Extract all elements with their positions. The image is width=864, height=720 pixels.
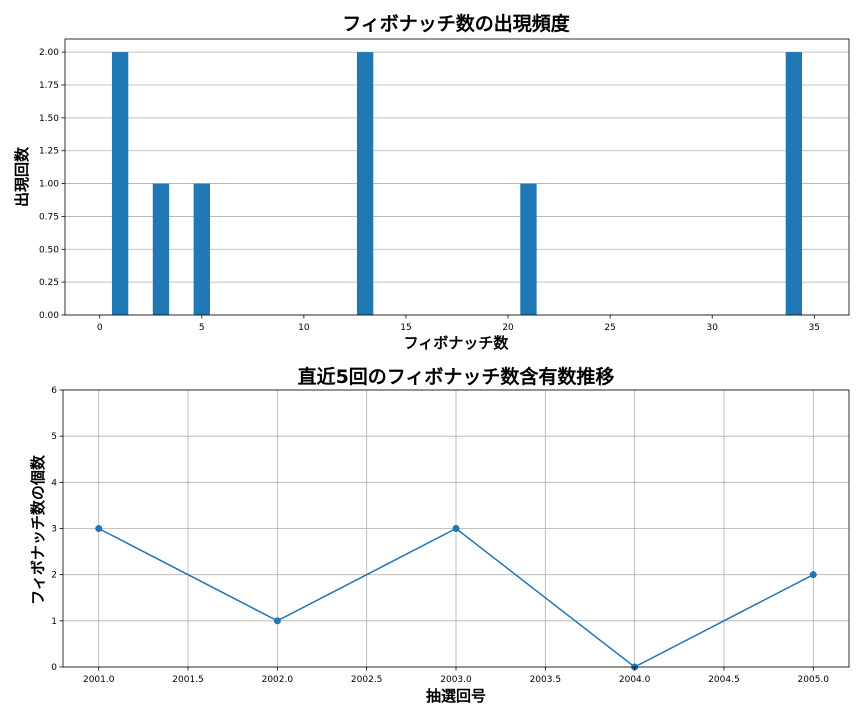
chart2-y-tick-label: 6 xyxy=(51,386,57,396)
chart2-x-tick-label: 2003.0 xyxy=(440,675,472,685)
chart2-y-tick-label: 4 xyxy=(51,478,57,488)
chart2-y-tick-label: 3 xyxy=(51,525,57,535)
chart1-bar xyxy=(520,183,537,315)
frequency-bar-chart: フィボナッチ数の出現頻度 0 5 10 15 20 25 30 35 0.00 0.25 0.50… xyxy=(13,12,850,352)
chart2-x-tick-label: 2001.5 xyxy=(172,675,204,685)
chart2-data-point xyxy=(273,617,281,625)
chart1-bar xyxy=(785,52,803,316)
chart1-y-tick-label: 1.00 xyxy=(39,180,59,190)
chart2-y-tick-label: 5 xyxy=(51,432,57,442)
chart1-y-tick-label: 0.50 xyxy=(39,245,59,255)
chart1-x-tick-label: 35 xyxy=(809,323,820,333)
chart2-data-point xyxy=(452,525,460,532)
chart1-bars xyxy=(111,52,803,316)
chart1-y-tick-label: 1.50 xyxy=(39,114,59,124)
chart2-y-axis-label: フィボナッチ数の個数 xyxy=(29,454,47,605)
chart1-axes-frame xyxy=(64,38,850,316)
chart2-x-tick-label: 2002.5 xyxy=(351,675,383,685)
chart1-x-tick-label: 10 xyxy=(298,323,310,333)
chart1-y-tick-label: 2.00 xyxy=(39,48,59,58)
chart2-x-tick-label: 2003.5 xyxy=(530,675,562,685)
chart1-x-tick-label: 20 xyxy=(502,323,514,333)
chart1-gridlines xyxy=(65,51,849,316)
chart1-title: フィボナッチ数の出現頻度 xyxy=(342,12,571,35)
chart1-y-axis-label: 出現回数 xyxy=(13,146,31,207)
chart1-bar xyxy=(193,183,210,315)
chart2-x-tick-label: 2002.0 xyxy=(262,675,294,685)
chart1-x-axis-label: フィボナッチ数 xyxy=(404,334,510,352)
chart2-series xyxy=(95,525,817,671)
chart2-data-point xyxy=(809,571,817,579)
chart1-x-tick-label: 30 xyxy=(706,323,718,333)
chart2-y-tick-label: 1 xyxy=(51,617,57,627)
chart1-x-tick-label: 25 xyxy=(604,323,615,333)
chart1-bar xyxy=(152,183,170,315)
chart1-bar xyxy=(111,52,129,316)
chart1-y-tick-label: 1.75 xyxy=(39,81,59,91)
chart2-x-tick-label: 2001.0 xyxy=(83,675,115,685)
chart2-x-ticks: 2001.0 2001.5 2002.0 2002.5 2003.0 2003.5 2004… xyxy=(83,667,829,685)
chart1-y-tick-label: 0.00 xyxy=(39,311,59,321)
chart1-y-tick-label: 1.25 xyxy=(39,147,59,157)
chart1-bar xyxy=(356,52,374,316)
chart1-y-tick-label: 0.25 xyxy=(39,278,59,288)
chart2-x-tick-label: 2004.0 xyxy=(619,675,651,685)
chart1-x-tick-label: 15 xyxy=(400,323,411,333)
chart1-x-tick-label: 5 xyxy=(199,323,205,333)
chart1-y-ticks: 0.00 0.25 0.50 0.75 1.00 1.25 1.50 1.75 2.00 xyxy=(39,48,65,321)
chart2-y-ticks: 0 1 2 3 4 5 6 xyxy=(51,386,63,673)
trend-line-chart: 直近5回のフィボナッチ数含有数推移 2001.0 2001.5 2002.0 2002… xyxy=(29,365,850,705)
chart2-title: 直近5回のフィボナッチ数含有数推移 xyxy=(298,365,615,388)
chart1-x-ticks: 0 5 10 15 20 25 30 35 xyxy=(97,315,820,333)
chart2-x-axis-label: 抽選回号 xyxy=(426,687,486,705)
chart1-y-tick-label: 0.75 xyxy=(39,212,59,222)
chart2-data-point xyxy=(95,525,103,532)
chart2-x-tick-label: 2005.0 xyxy=(798,675,830,685)
chart2-y-tick-label: 2 xyxy=(51,571,57,581)
chart2-y-tick-label: 0 xyxy=(51,663,57,673)
chart1-x-tick-label: 0 xyxy=(97,323,103,333)
chart2-x-tick-label: 2004.5 xyxy=(708,675,740,685)
